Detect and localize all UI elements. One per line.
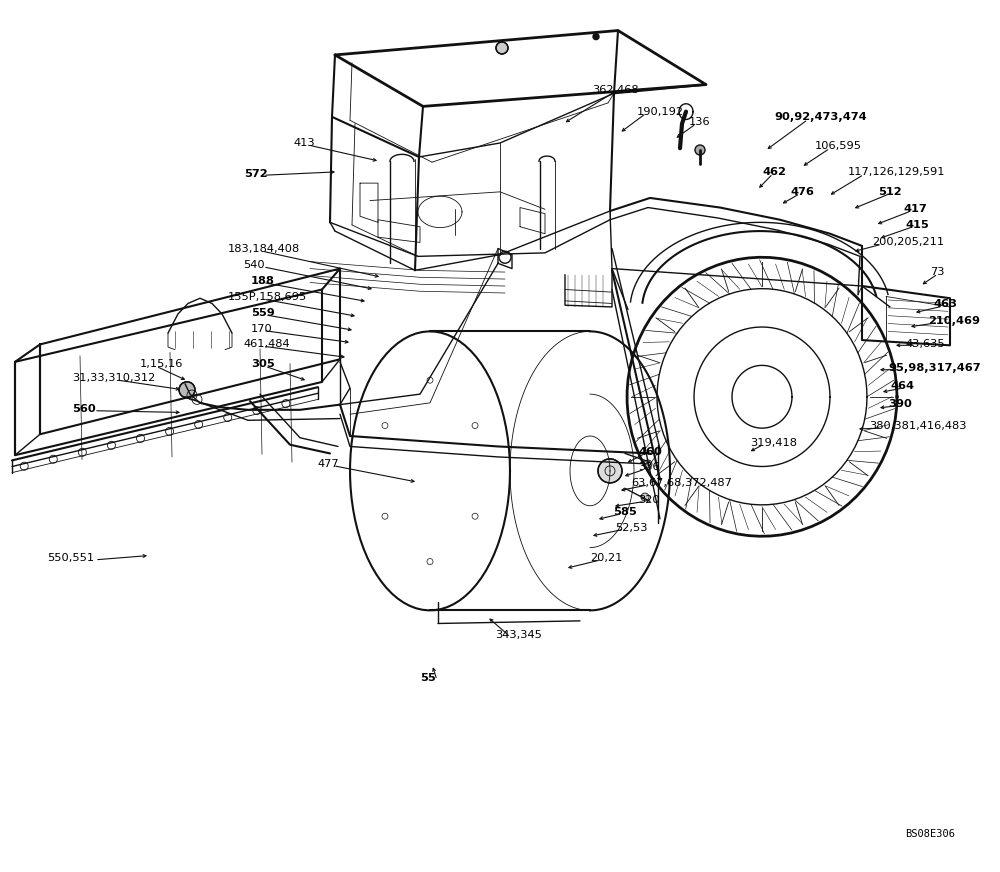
Text: 461,484: 461,484	[244, 339, 291, 350]
Text: 572: 572	[244, 169, 268, 180]
Text: 462: 462	[762, 167, 786, 177]
Text: 52,53: 52,53	[615, 522, 648, 533]
Text: 200,205,211: 200,205,211	[872, 237, 944, 248]
Circle shape	[695, 145, 705, 155]
Text: 560: 560	[72, 404, 96, 414]
Text: 585: 585	[613, 507, 637, 517]
Text: 336: 336	[638, 462, 660, 473]
Text: 1,15,16: 1,15,16	[140, 359, 183, 370]
Text: 55: 55	[420, 673, 436, 684]
Text: 390: 390	[888, 399, 912, 409]
Circle shape	[641, 493, 649, 501]
Circle shape	[644, 460, 652, 468]
Text: 106,595: 106,595	[815, 140, 862, 151]
Text: 476: 476	[790, 187, 814, 197]
Text: 540: 540	[243, 260, 265, 270]
Circle shape	[179, 382, 195, 398]
Text: 43,635: 43,635	[905, 338, 945, 349]
Text: 136: 136	[689, 117, 711, 127]
Text: 31,33,310,312: 31,33,310,312	[72, 373, 155, 384]
Text: 550,551: 550,551	[47, 553, 94, 563]
Text: 73: 73	[930, 267, 944, 277]
Text: 320: 320	[638, 494, 660, 505]
Text: 415: 415	[905, 220, 929, 230]
Text: 380,381,416,483: 380,381,416,483	[869, 421, 966, 432]
Text: 20,21: 20,21	[590, 553, 622, 563]
Text: 417: 417	[903, 204, 927, 215]
Text: 460: 460	[638, 446, 662, 457]
Text: 319,418: 319,418	[750, 438, 797, 448]
Text: 464: 464	[890, 381, 914, 392]
Circle shape	[598, 459, 622, 483]
Text: 559: 559	[251, 308, 275, 318]
Text: 188: 188	[251, 276, 275, 286]
Text: 90,92,473,474: 90,92,473,474	[774, 112, 867, 122]
Text: 117,126,129,591: 117,126,129,591	[848, 167, 946, 177]
Text: 170: 170	[251, 324, 273, 334]
Circle shape	[593, 34, 599, 39]
Text: 155P,158,695: 155P,158,695	[228, 292, 307, 303]
Text: 190,192: 190,192	[637, 106, 684, 117]
Text: 305: 305	[251, 359, 275, 370]
Text: 95,98,317,467: 95,98,317,467	[888, 363, 981, 373]
Text: 512: 512	[878, 187, 902, 197]
Text: 210,469: 210,469	[928, 316, 980, 326]
Text: 362,468: 362,468	[592, 85, 639, 95]
Text: 463: 463	[933, 299, 957, 310]
Text: 343,345: 343,345	[495, 630, 542, 640]
Text: 413: 413	[294, 138, 316, 148]
Text: 63,67,68,372,487: 63,67,68,372,487	[631, 478, 732, 488]
Text: BS08E306: BS08E306	[905, 829, 955, 839]
Circle shape	[496, 42, 508, 54]
Text: 183,184,408: 183,184,408	[228, 244, 300, 255]
Text: 477: 477	[318, 459, 340, 469]
